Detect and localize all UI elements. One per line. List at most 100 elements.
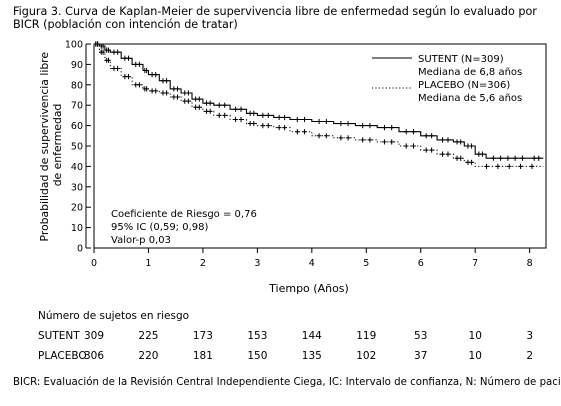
sutent-censor-mark [403, 129, 409, 135]
sutent-censor-mark [126, 55, 131, 61]
sutent-censor-mark [233, 106, 238, 112]
placebo-censor-mark [518, 163, 523, 169]
km-chart: 0 10 20 30 40 50 60 70 80 90 100 0 1 2 3 4 5 6 7 8 Probabi… [38, 40, 547, 295]
legend: SUTENT (N=309) Mediana de 6,8 años PLACE… [372, 54, 522, 104]
placebo-censor-mark [100, 49, 106, 55]
y-tick-label: 60 [71, 121, 83, 132]
placebo-censor-mark [164, 90, 169, 96]
x-tick-label: 2 [200, 258, 206, 269]
sutent-censor-mark [536, 155, 542, 161]
placebo-censor-mark [345, 135, 351, 141]
placebo-censor-mark [445, 151, 451, 157]
sutent-censor-mark [153, 72, 159, 78]
sutent-censor-mark [445, 137, 451, 143]
sutent-censor-mark [480, 151, 485, 157]
y-tick-label: 70 [71, 101, 83, 112]
y-tick-label: 10 [71, 223, 83, 234]
sutent-censor-mark [389, 125, 395, 131]
sutent-censor-mark [137, 61, 142, 67]
risk-count: 37 [414, 350, 428, 362]
sutent-censor-mark [302, 116, 307, 123]
sutent-censor-mark [276, 114, 282, 121]
y-tick-label: 50 [71, 142, 83, 153]
risk-table-title: Número de sujetos en riesgo [38, 310, 190, 322]
placebo-censor-mark [115, 65, 120, 72]
x-axis-label: Tiempo (Años) [268, 282, 349, 295]
placebo-censor-mark [484, 163, 489, 169]
y-tick-label: 0 [77, 244, 83, 255]
risk-count: 153 [247, 330, 268, 342]
x-tick-label: 3 [254, 258, 260, 269]
sutent-censor-mark [175, 86, 180, 92]
sutent-censor-mark [338, 120, 344, 127]
y-axis: 0 10 20 30 40 50 60 70 80 90 100 [65, 40, 91, 255]
sutent-censor-mark [238, 106, 244, 112]
x-tick-label: 5 [363, 258, 369, 269]
footnote: BICR: Evaluación de la Revisión Central … [13, 377, 561, 388]
p-value-text: Valor-p 0,03 [111, 235, 171, 246]
sutent-censor-mark [251, 110, 257, 116]
y-tick-label: 20 [71, 203, 83, 214]
sutent-censor-mark [491, 155, 496, 161]
sutent-censor-mark [316, 118, 322, 125]
sutent-censor-mark [429, 133, 434, 139]
y-tick-label: 80 [71, 80, 83, 91]
risk-count: 2 [526, 350, 533, 362]
hazard-ratio-text: Coeficiente de Riesgo = 0,76 [111, 209, 257, 220]
sutent-censor-mark [498, 155, 503, 161]
statistics-annotation: Coeficiente de Riesgo = 0,76 95% IC (0,5… [111, 209, 257, 246]
placebo-censor-mark [324, 133, 329, 139]
sutent-censor-mark [440, 137, 445, 143]
risk-count: 144 [301, 330, 322, 342]
placebo-censor-mark [137, 82, 142, 88]
placebo-censor-mark [144, 86, 149, 92]
placebo-censor-mark [403, 143, 409, 149]
sutent-censor-mark [531, 155, 537, 161]
figure-title: Figura 3. Curva de Kaplan-Meier de super… [13, 5, 537, 31]
sutent-censor-mark [115, 49, 120, 55]
placebo-censor-mark [360, 137, 365, 143]
placebo-censor-mark [106, 57, 111, 63]
legend-sublabel-sutent: Mediana de 6,8 años [418, 67, 522, 78]
risk-count: 10 [468, 330, 482, 342]
sutent-censor-mark [520, 155, 525, 161]
sutent-censor-mark [106, 47, 111, 53]
placebo-censor-mark [207, 108, 213, 114]
risk-count: 3 [526, 330, 533, 342]
risk-count: 225 [138, 330, 159, 342]
risk-row-label: SUTENT [38, 330, 80, 342]
risk-count: 53 [414, 330, 428, 342]
x-tick-label: 8 [527, 258, 533, 269]
placebo-censor-mark [282, 125, 287, 131]
sutent-censor-mark [345, 120, 351, 127]
placebo-censor-mark [338, 135, 344, 141]
placebo-censor-mark [411, 143, 416, 149]
placebo-censor-mark [506, 163, 512, 169]
risk-count: 102 [356, 350, 377, 362]
confidence-interval-text: 95% IC (0,59; 0,98) [111, 222, 208, 233]
risk-count: 173 [192, 330, 213, 342]
sutent-censor-mark [265, 112, 271, 118]
sutent-censor-mark [512, 155, 518, 161]
placebo-censor-mark [382, 139, 387, 145]
sutent-censor-mark [469, 143, 474, 149]
sutent-censor-mark [295, 116, 300, 123]
sutent-censor-mark [458, 139, 463, 145]
x-tick-label: 1 [145, 258, 151, 269]
y-tick-label: 100 [65, 40, 83, 51]
sutent-censor-mark [144, 67, 149, 74]
sutent-censor-mark [164, 78, 169, 84]
sutent-censor-mark [360, 123, 365, 129]
sutent-censor-mark [324, 118, 329, 125]
placebo-censor-mark [440, 151, 445, 157]
placebo-censor-mark [429, 147, 434, 153]
placebo-censor-mark [238, 116, 244, 123]
sutent-curve [94, 43, 544, 159]
placebo-censor-mark [95, 41, 100, 47]
sutent-censor-mark [100, 43, 106, 49]
risk-row-label: PLACEBO [38, 350, 87, 362]
sutent-censor-mark [207, 100, 213, 106]
survival-curves [93, 41, 544, 169]
placebo-censor-mark [458, 155, 463, 161]
placebo-censor-mark [302, 129, 307, 135]
